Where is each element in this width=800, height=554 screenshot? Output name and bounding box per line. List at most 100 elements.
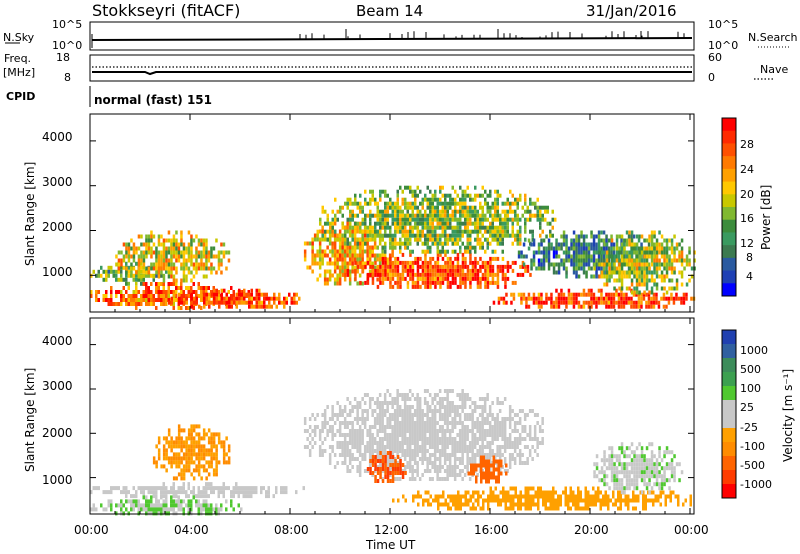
- data-cell: [125, 273, 128, 278]
- data-cell: [207, 428, 211, 433]
- data-cell: [398, 477, 402, 481]
- data-cell: [665, 250, 669, 255]
- data-cell: [439, 209, 442, 214]
- data-cell: [384, 233, 387, 238]
- data-cell: [356, 469, 359, 473]
- data-cell: [187, 428, 191, 433]
- data-cell: [486, 413, 489, 417]
- data-cell: [391, 213, 394, 218]
- data-cell: [318, 241, 322, 246]
- data-cell: [607, 300, 611, 305]
- data-cell: [441, 441, 444, 445]
- data-cell: [177, 495, 180, 500]
- data-cell: [172, 456, 176, 461]
- data-cell: [140, 277, 143, 282]
- data-cell: [441, 221, 444, 226]
- data-cell: [550, 304, 553, 309]
- data-cell: [328, 241, 332, 246]
- data-cell: [615, 270, 619, 275]
- data-cell: [424, 221, 427, 226]
- data-cell: [152, 456, 156, 461]
- data-cell: [431, 201, 434, 206]
- data-cell: [172, 302, 175, 306]
- data-cell: [160, 282, 163, 286]
- data-cell: [635, 282, 639, 287]
- data-cell: [466, 417, 469, 421]
- data-cell: [379, 193, 382, 198]
- data-cell: [202, 468, 206, 473]
- data-cell: [653, 282, 656, 287]
- data-cell: [321, 237, 324, 242]
- data-cell: [403, 409, 407, 413]
- data-cell: [496, 445, 499, 449]
- data-cell: [449, 221, 452, 226]
- data-cell: [580, 246, 583, 251]
- data-cell: [120, 511, 123, 516]
- data-cell: [353, 233, 357, 238]
- data-cell: [618, 258, 621, 263]
- data-cell: [580, 258, 583, 263]
- data-cell: [359, 229, 362, 234]
- data-cell: [398, 445, 402, 449]
- data-cell: [592, 274, 596, 279]
- data-cell: [499, 233, 502, 238]
- data-cell: [605, 266, 608, 271]
- data-cell: [391, 401, 394, 405]
- data-cell: [197, 294, 200, 298]
- data-cell: [102, 490, 105, 495]
- data-cell: [306, 241, 309, 246]
- data-cell: [487, 459, 490, 464]
- data-cell: [404, 197, 407, 202]
- data-cell: [324, 229, 327, 234]
- data-cell: [617, 292, 621, 297]
- data-cell: [167, 440, 171, 445]
- data-cell: [434, 213, 437, 218]
- data-cell: [265, 304, 268, 309]
- data-cell: [628, 254, 631, 259]
- data-cell: [135, 490, 138, 495]
- data-cell: [331, 245, 334, 250]
- data-cell: [205, 476, 208, 481]
- data-cell: [303, 249, 307, 254]
- data-cell: [311, 253, 314, 258]
- data-cell: [429, 284, 432, 289]
- data-cell: [431, 217, 434, 222]
- data-cell: [441, 429, 444, 433]
- data-cell: [316, 249, 319, 254]
- data-cell: [147, 266, 151, 271]
- data-cell: [346, 229, 349, 234]
- data-cell: [680, 262, 684, 267]
- data-cell: [521, 409, 524, 413]
- data-cell: [167, 294, 170, 298]
- data-cell: [670, 262, 674, 267]
- data-cell: [356, 417, 359, 421]
- data-cell: [366, 409, 369, 413]
- data-cell: [371, 233, 374, 238]
- data-cell: [396, 405, 399, 409]
- data-cell: [496, 453, 499, 457]
- data-cell: [438, 437, 442, 441]
- data-cell: [451, 437, 454, 441]
- data-cell: [137, 258, 141, 263]
- data-cell: [187, 494, 190, 499]
- data-cell: [197, 499, 200, 504]
- data-cell: [115, 511, 118, 516]
- data-cell: [172, 306, 175, 310]
- data-cell: [511, 221, 514, 226]
- data-cell: [135, 273, 138, 278]
- data-cell: [391, 201, 394, 206]
- data-cell: [207, 286, 210, 290]
- data-cell: [193, 300, 196, 305]
- data-cell: [481, 221, 484, 226]
- data-cell: [459, 276, 462, 281]
- data-cell: [404, 225, 407, 230]
- data-cell: [217, 258, 221, 263]
- data-cell: [449, 201, 452, 206]
- data-cell: [326, 229, 329, 234]
- data-cell: [423, 389, 427, 393]
- data-cell: [615, 242, 619, 247]
- data-cell: [396, 425, 399, 429]
- data-cell: [464, 245, 467, 250]
- data-cell: [526, 433, 529, 437]
- data-cell: [643, 254, 646, 259]
